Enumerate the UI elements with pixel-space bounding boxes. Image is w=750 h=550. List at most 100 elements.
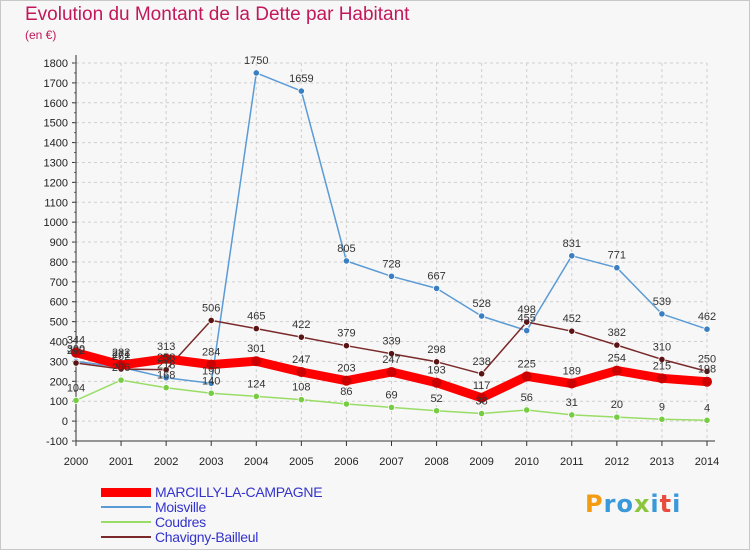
data-label-moisville: 771 — [608, 250, 626, 262]
y-tick-label: 1200 — [44, 177, 68, 189]
data-label-coudres: 52 — [430, 393, 442, 405]
y-tick-label: 0 — [62, 416, 68, 428]
data-label-chavigny-bailleul: 379 — [337, 328, 355, 340]
data-point-coudres — [613, 413, 621, 421]
x-tick-label: 2012 — [605, 456, 629, 468]
legend-swatch-coudres — [101, 521, 151, 523]
series-lines — [71, 69, 712, 424]
data-label-chavigny-bailleul: 382 — [608, 327, 626, 339]
data-label-marcilly-la-campagne: 193 — [427, 365, 445, 377]
data-point-moisville — [523, 326, 531, 335]
logo-letter: o — [616, 490, 634, 518]
logo-letter: i — [650, 490, 660, 518]
x-tick-label: 2013 — [650, 456, 674, 468]
x-tick-label: 2002 — [154, 456, 178, 468]
data-point-coudres — [342, 400, 351, 408]
legend-label-marcilly-la-campagne: MARCILLY-LA-CAMPAGNE — [155, 484, 323, 500]
data-label-coudres: 20 — [611, 399, 623, 411]
data-label-chavigny-bailleul: 310 — [653, 341, 671, 353]
data-point-marcilly-la-campagne — [296, 366, 307, 377]
data-point-moisville — [478, 312, 486, 320]
data-label-marcilly-la-campagne: 254 — [608, 353, 626, 365]
legend-label-coudres: Coudres — [155, 514, 206, 530]
data-point-marcilly-la-campagne — [521, 371, 532, 382]
data-point-chavigny-bailleul — [568, 327, 576, 335]
data-point-coudres — [432, 407, 441, 415]
data-point-marcilly-la-campagne — [341, 375, 352, 386]
x-tick-label: 2011 — [560, 456, 584, 468]
y-tick-label: 400 — [50, 337, 68, 349]
data-point-moisville — [297, 87, 305, 95]
data-point-marcilly-la-campagne — [206, 359, 217, 370]
y-tick-label: 200 — [50, 376, 68, 388]
y-tick-label: 100 — [50, 396, 68, 408]
data-point-marcilly-la-campagne — [702, 376, 712, 387]
legend-swatch-marcilly-la-campagne — [101, 487, 151, 497]
data-point-coudres — [162, 384, 170, 392]
data-label-coudres: 31 — [566, 397, 578, 409]
data-label-moisville: 1750 — [244, 55, 268, 67]
y-tick-label: -100 — [46, 436, 68, 448]
data-point-moisville — [432, 284, 441, 293]
data-point-chavigny-bailleul — [432, 358, 441, 366]
proxiti-logo: Proxiti — [585, 490, 681, 518]
data-label-moisville: 539 — [653, 296, 671, 308]
data-label-marcilly-la-campagne: 284 — [202, 347, 220, 359]
data-label-moisville: 300 — [67, 343, 85, 355]
data-label-coudres: 4 — [704, 402, 710, 414]
y-tick-label: 600 — [50, 297, 68, 309]
data-labels: 344 282 313 284 301 247 203 247 193 117 225 189 254 2… — [67, 55, 716, 414]
chart-title: Evolution du Montant de la Dette par Hab… — [25, 4, 410, 25]
data-point-coudres — [478, 409, 486, 418]
x-tick-label: 2001 — [109, 456, 133, 468]
data-label-coudres: 108 — [292, 382, 310, 394]
axes: -100010020030040050060070080090010001100… — [44, 55, 719, 468]
data-point-chavigny-bailleul — [387, 350, 396, 358]
x-tick-label: 2004 — [244, 456, 268, 468]
data-label-marcilly-la-campagne: 247 — [292, 354, 310, 366]
data-label-marcilly-la-campagne: 225 — [518, 358, 536, 370]
x-tick-label: 2000 — [64, 456, 88, 468]
data-point-chavigny-bailleul — [252, 324, 260, 333]
data-point-moisville — [613, 264, 621, 272]
data-label-chavigny-bailleul: 250 — [698, 353, 716, 365]
data-label-moisville: 831 — [563, 238, 581, 250]
y-tick-label: 1700 — [44, 78, 68, 90]
data-point-chavigny-bailleul — [342, 342, 351, 350]
x-tick-label: 2005 — [289, 456, 313, 468]
legend-label-moisville: Moisville — [155, 499, 206, 515]
data-label-marcilly-la-campagne: 344 — [67, 335, 85, 347]
data-point-marcilly-la-campagne — [566, 378, 577, 389]
data-label-marcilly-la-campagne: 203 — [337, 363, 355, 375]
data-point-chavigny-bailleul — [297, 333, 305, 341]
data-label-chavigny-bailleul: 339 — [382, 336, 400, 348]
data-label-coudres: 86 — [340, 386, 352, 398]
logo-letter: i — [672, 490, 682, 518]
x-tick-label: 2010 — [514, 456, 538, 468]
data-point-marcilly-la-campagne — [161, 353, 172, 364]
y-tick-label: 500 — [50, 317, 68, 329]
data-label-chavigny-bailleul: 465 — [247, 311, 265, 323]
logo-letter: x — [633, 490, 651, 518]
data-label-moisville: 667 — [427, 270, 445, 282]
legend-swatch-moisville — [101, 506, 151, 508]
data-label-coudres: 124 — [247, 378, 265, 390]
data-point-chavigny-bailleul — [523, 318, 531, 326]
data-point-coudres — [568, 411, 576, 419]
data-label-moisville: 1659 — [289, 73, 313, 85]
data-point-marcilly-la-campagne — [611, 365, 622, 376]
grid — [75, 62, 708, 442]
data-point-chavigny-bailleul — [207, 316, 215, 325]
data-label-coudres: 104 — [67, 382, 85, 394]
data-point-marcilly-la-campagne — [656, 373, 667, 384]
data-point-chavigny-bailleul — [613, 341, 621, 349]
x-tick-label: 2009 — [469, 456, 493, 468]
data-label-coudres: 38 — [476, 396, 488, 408]
y-tick-label: 1600 — [44, 98, 68, 110]
data-label-coudres: 206 — [112, 362, 130, 374]
data-label-chavigny-bailleul: 452 — [563, 313, 581, 325]
y-tick-label: 1300 — [44, 157, 68, 169]
data-label-chavigny-bailleul: 498 — [518, 304, 536, 316]
